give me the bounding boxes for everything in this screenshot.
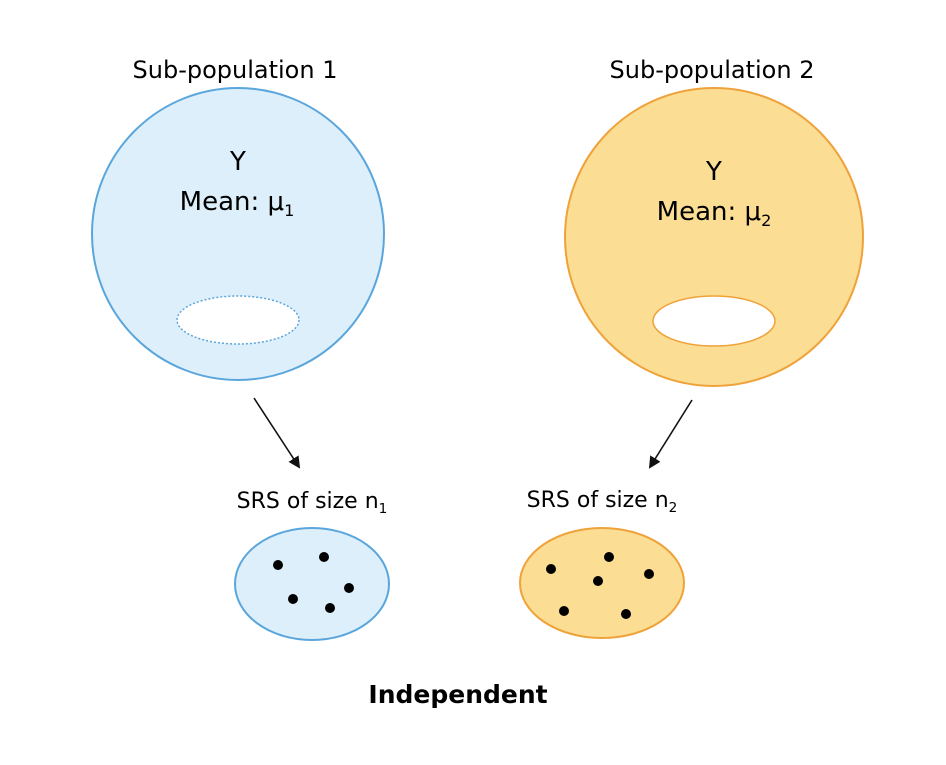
independent-label: Independent bbox=[368, 680, 547, 709]
subpopulation-2: Sub-population 2 Y Mean: μ2 bbox=[564, 56, 864, 387]
subpopulation-1-label: Sub-population 1 bbox=[133, 56, 338, 84]
sample-1-ellipse bbox=[234, 527, 390, 641]
sample-2: SRS of size n2 bbox=[519, 488, 685, 639]
sample-2-dot bbox=[593, 576, 603, 586]
sample-1-dot bbox=[273, 560, 283, 570]
subpopulation-1-sample-region bbox=[176, 295, 300, 345]
subpopulation-1-variable: Y bbox=[229, 147, 246, 177]
subpopulation-2-circle bbox=[564, 87, 864, 387]
subpopulation-2-variable: Y bbox=[705, 157, 722, 187]
subpopulation-1-mean: Mean: μ1 bbox=[180, 187, 295, 220]
sample-2-dot bbox=[621, 609, 631, 619]
sample-2-label: SRS of size n2 bbox=[527, 488, 678, 516]
arrow-subpopulation-2-to-sample bbox=[648, 399, 693, 469]
sample-2-dot bbox=[546, 564, 556, 574]
subpopulation-2-label: Sub-population 2 bbox=[610, 56, 815, 84]
arrow-subpopulation-1-to-sample bbox=[253, 397, 301, 469]
sample-1-label: SRS of size n1 bbox=[237, 489, 388, 517]
subpopulation-2-sample-region bbox=[652, 295, 776, 347]
sample-2-dot bbox=[559, 606, 569, 616]
subpopulation-1: Sub-population 1 Y Mean: μ1 bbox=[91, 56, 385, 381]
sample-1-dot bbox=[325, 603, 335, 613]
sample-1-dot bbox=[319, 552, 329, 562]
sample-1-dot bbox=[344, 583, 354, 593]
sample-1-dot bbox=[288, 594, 298, 604]
sample-2-dot bbox=[604, 552, 614, 562]
subpopulation-2-mean: Mean: μ2 bbox=[657, 197, 772, 230]
subpopulation-1-circle bbox=[91, 87, 385, 381]
sample-1: SRS of size n1 bbox=[234, 489, 390, 641]
sample-2-dot bbox=[644, 569, 654, 579]
